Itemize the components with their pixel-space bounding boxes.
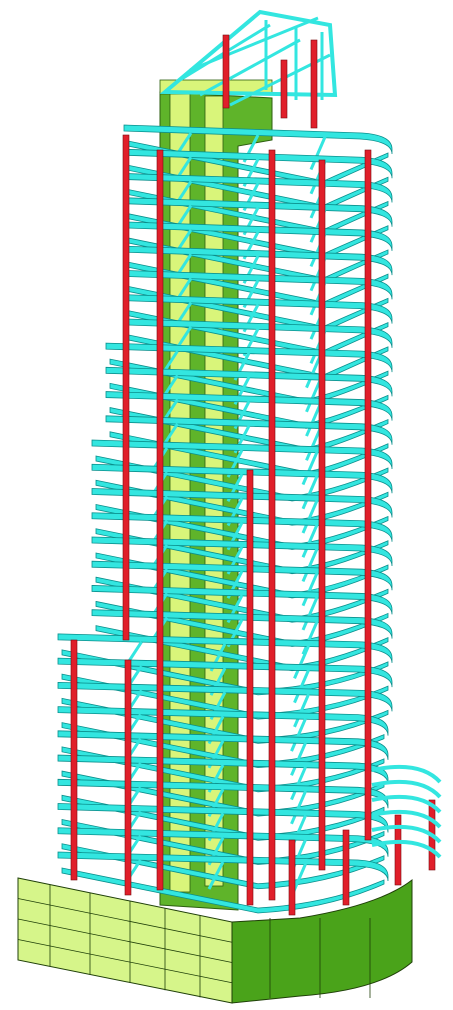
- interior-beam: [293, 693, 310, 728]
- edge-beam: [123, 124, 393, 155]
- interior-beam: [305, 354, 322, 389]
- column: [288, 839, 296, 916]
- podium-panel-joint: [17, 918, 233, 963]
- front-beam: [61, 843, 385, 890]
- podium-panel-joint: [17, 939, 233, 984]
- interior-beam: [305, 427, 322, 461]
- column: [124, 659, 132, 896]
- interior-beam: [293, 645, 310, 679]
- podium-wall-front-right: [231, 878, 413, 1004]
- columns: [70, 134, 442, 916]
- interior-beam: [305, 402, 322, 437]
- roof-column: [222, 34, 230, 109]
- interior-beam: [175, 326, 193, 350]
- interior-beam: [301, 572, 319, 607]
- ramp-beam: [371, 794, 442, 814]
- ramp-beam: [371, 779, 442, 799]
- interior-beam: [290, 742, 307, 776]
- ramp-beam: [371, 839, 442, 859]
- ramp-beam: [371, 824, 442, 844]
- roof-truss: [159, 9, 338, 129]
- interior-beam: [301, 596, 319, 631]
- roof-truss-member: [189, 16, 319, 72]
- interior-beam: [301, 621, 319, 655]
- ramp-beam: [371, 809, 442, 829]
- column: [268, 149, 276, 901]
- interior-beam: [301, 499, 319, 534]
- interior-beam: [290, 718, 307, 752]
- column: [394, 814, 402, 886]
- interior-beam: [162, 422, 179, 447]
- roof-column: [280, 59, 288, 119]
- column: [364, 149, 372, 841]
- floor-frame: [57, 778, 389, 841]
- podium-wall: [17, 877, 413, 1004]
- column: [246, 469, 254, 906]
- column: [122, 134, 130, 641]
- interior-beam: [309, 136, 327, 171]
- interior-beam: [293, 669, 310, 704]
- interior-beam: [290, 766, 307, 801]
- interior-beam: [290, 790, 307, 825]
- column: [342, 829, 350, 906]
- podium-panel-joint: [17, 898, 233, 943]
- ramp-beam: [371, 764, 442, 784]
- column: [156, 149, 164, 891]
- front-beam: [61, 867, 385, 914]
- floor-frame: [57, 851, 389, 914]
- interior-beam: [301, 548, 319, 583]
- column: [70, 639, 78, 881]
- interior-beam: [207, 861, 225, 890]
- column: [318, 159, 326, 871]
- floor-frame: [123, 124, 393, 187]
- interior-beam: [301, 451, 319, 486]
- edge-beam: [57, 851, 389, 882]
- roof-column: [310, 39, 318, 129]
- interior-beam: [301, 524, 319, 558]
- interior-beam: [305, 378, 322, 413]
- roof-truss-member: [199, 38, 301, 97]
- interior-beam: [301, 475, 319, 510]
